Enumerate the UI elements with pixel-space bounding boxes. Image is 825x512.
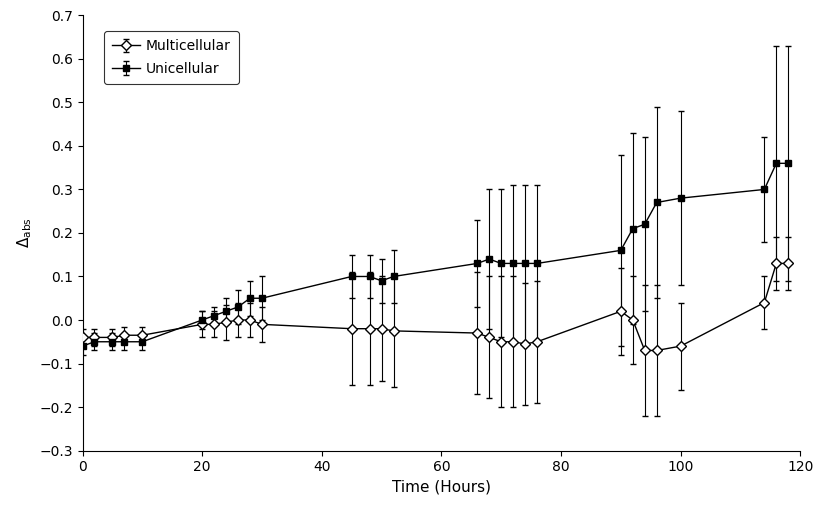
X-axis label: Time (Hours): Time (Hours)	[392, 480, 491, 495]
Legend: Multicellular, Unicellular: Multicellular, Unicellular	[104, 31, 238, 84]
Y-axis label: $\Delta_\mathregular{abs}$: $\Delta_\mathregular{abs}$	[15, 218, 34, 248]
